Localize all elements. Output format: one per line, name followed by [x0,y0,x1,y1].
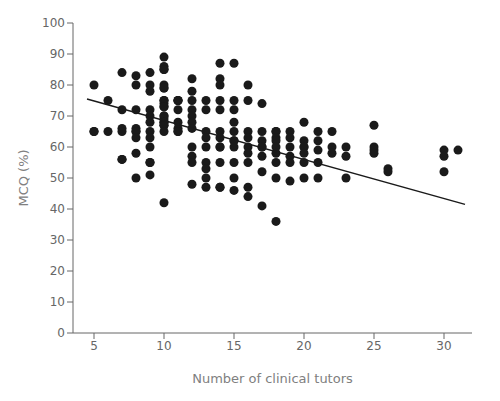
svg-text:10: 10 [156,339,171,353]
svg-text:30: 30 [436,339,451,353]
svg-text:50: 50 [50,171,65,185]
svg-text:30: 30 [50,233,65,247]
svg-text:20: 20 [50,264,65,278]
svg-text:5: 5 [90,339,98,353]
svg-text:60: 60 [50,140,65,154]
svg-text:15: 15 [226,339,241,353]
svg-text:40: 40 [50,202,65,216]
svg-text:70: 70 [50,109,65,123]
svg-text:80: 80 [50,78,65,92]
svg-text:25: 25 [366,339,381,353]
svg-text:100: 100 [42,16,65,30]
svg-text:MCQ (%): MCQ (%) [16,149,31,206]
svg-text:0: 0 [57,326,65,340]
svg-text:90: 90 [50,47,65,61]
svg-text:Number of clinical tutors: Number of clinical tutors [192,371,353,386]
svg-text:20: 20 [296,339,311,353]
svg-text:10: 10 [50,295,65,309]
